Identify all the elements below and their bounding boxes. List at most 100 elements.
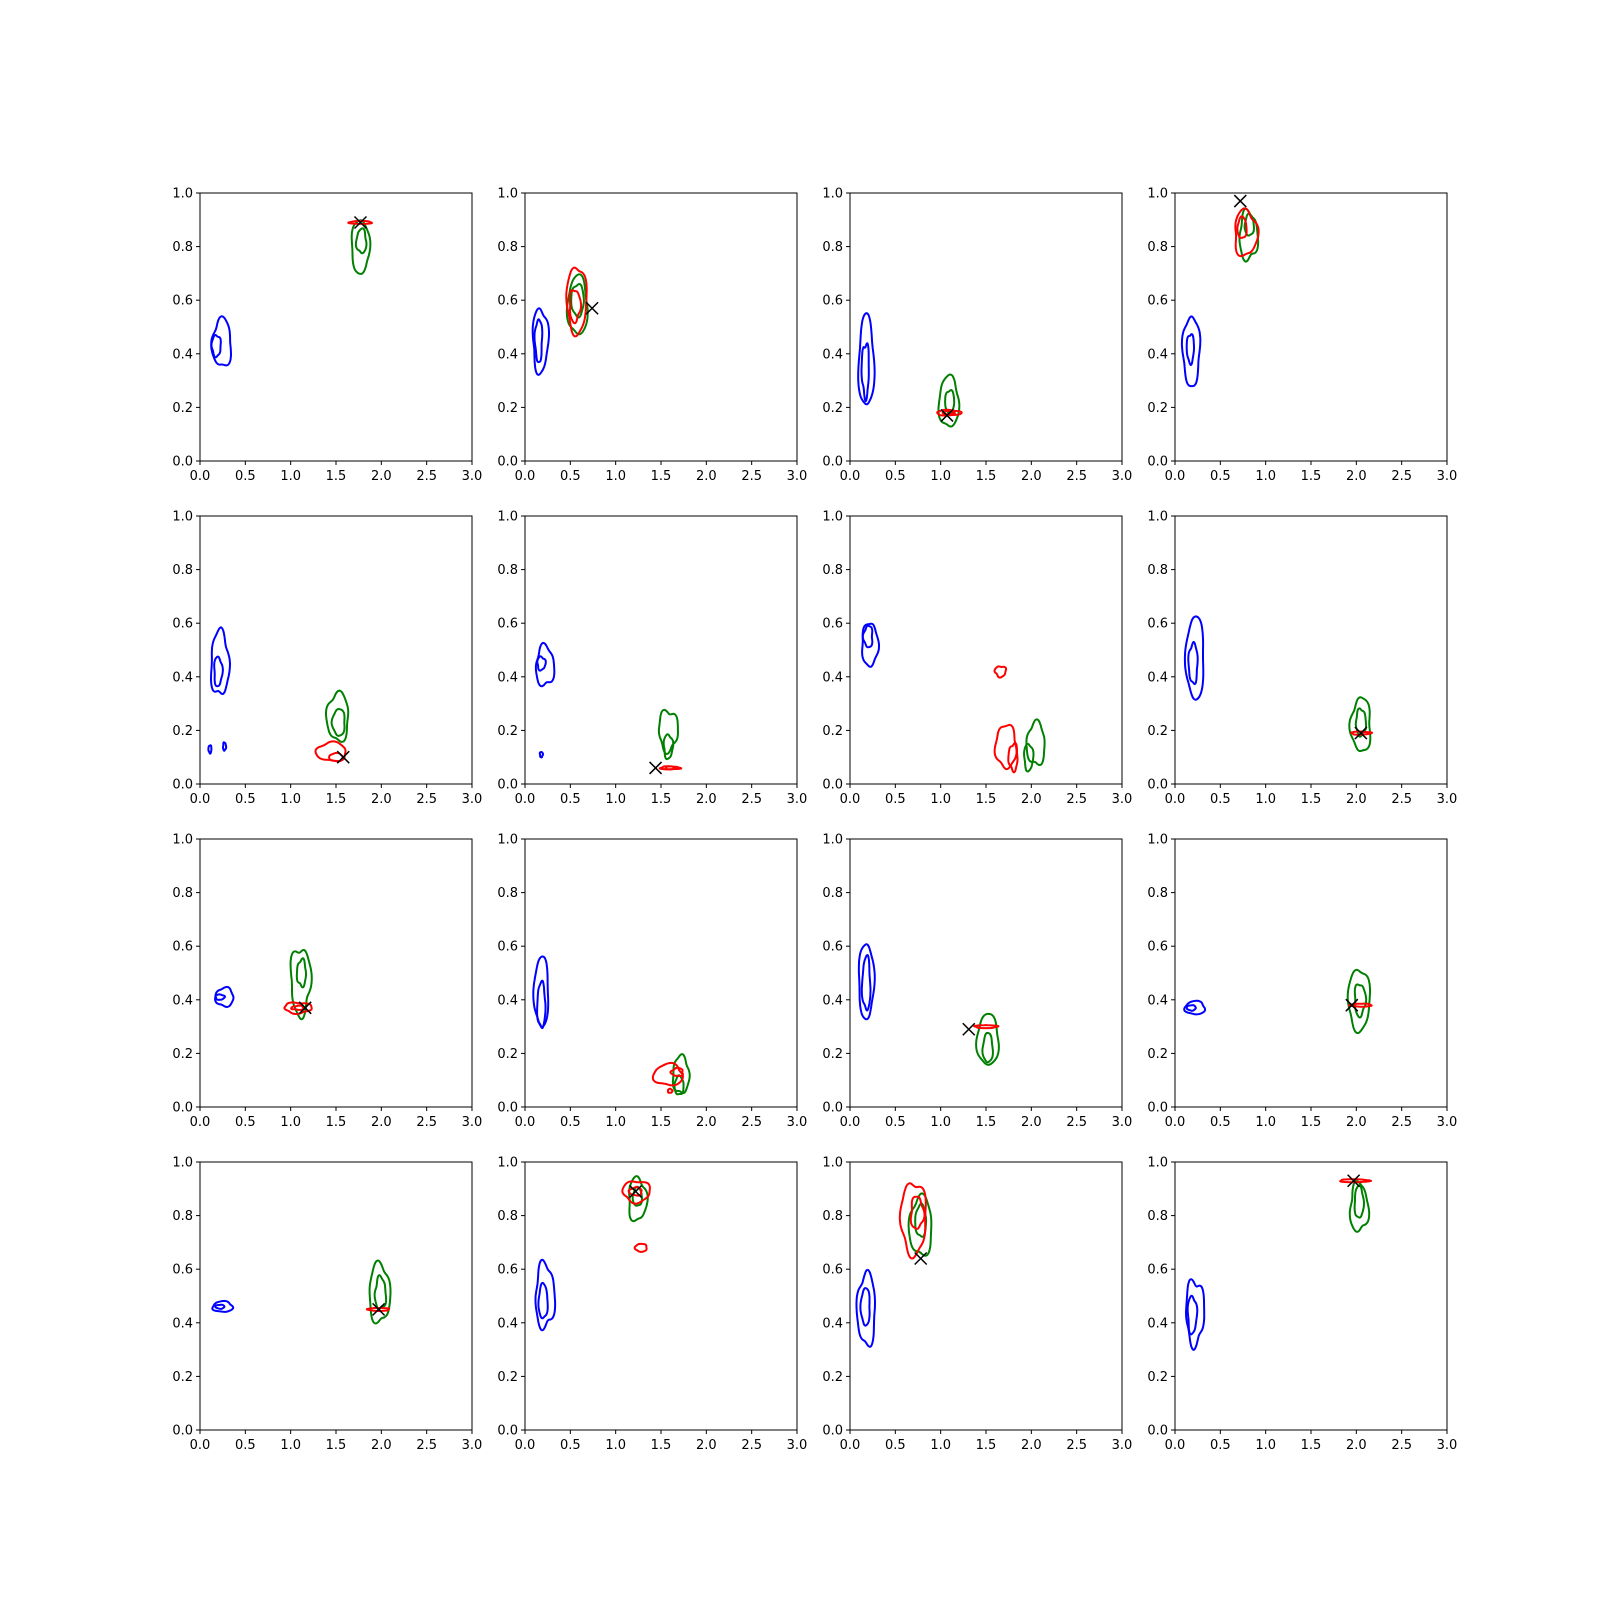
green-contour xyxy=(354,227,368,255)
red-contour xyxy=(283,1001,313,1016)
red-contour xyxy=(347,219,373,225)
green-contour xyxy=(662,733,675,761)
x-tick-label: 1.0 xyxy=(1255,469,1276,484)
panel-5: 0.0 0.5 1.0 1.5 2.0 2.5 3.0 0.0 0.2 0.4 0.6 0.8 1.0 xyxy=(172,510,482,808)
x-tick-label: 2.0 xyxy=(696,469,717,484)
x-marker xyxy=(1233,194,1247,208)
y-tick-label: 1.0 xyxy=(1147,833,1168,848)
blue-contour xyxy=(536,979,547,1030)
x-tick-label: 0.5 xyxy=(1210,1115,1231,1130)
x-tick-label: 0.0 xyxy=(840,1438,861,1453)
x-tick-label: 3.0 xyxy=(1112,1438,1133,1453)
y-tick-label: 0.4 xyxy=(1147,1316,1168,1331)
y-tick-label: 0.2 xyxy=(497,401,518,416)
red-contour xyxy=(565,266,588,338)
plot-area xyxy=(534,1175,651,1332)
green-contour xyxy=(937,373,961,428)
x-tick-label: 0.5 xyxy=(235,469,256,484)
y-tick-label: 0.4 xyxy=(1147,347,1168,362)
blue-contour xyxy=(213,655,224,688)
y-tick-label: 0.8 xyxy=(497,240,518,255)
y-tick-label: 0.8 xyxy=(1147,1209,1168,1224)
green-contour xyxy=(295,957,308,989)
x-tick-label: 1.5 xyxy=(326,469,347,484)
x-tick-label: 2.5 xyxy=(1066,1438,1087,1453)
axes-frame xyxy=(524,192,798,462)
x-tick-label: 2.0 xyxy=(1021,792,1042,807)
green-contour xyxy=(975,1012,1000,1066)
x-tick-label: 1.5 xyxy=(1301,792,1322,807)
red-contour xyxy=(1234,207,1260,258)
x-tick-label: 0.0 xyxy=(190,792,211,807)
x-tick-label: 1.5 xyxy=(651,1115,672,1130)
x-tick-label: 0.5 xyxy=(885,1115,906,1130)
y-tick-label: 0.4 xyxy=(822,670,843,685)
x-tick-label: 2.0 xyxy=(371,469,392,484)
red-contour xyxy=(973,1024,1000,1030)
x-marker xyxy=(629,1184,643,1199)
x-marker xyxy=(1345,998,1359,1012)
y-tick-label: 0.2 xyxy=(822,1370,843,1385)
x-tick-label: 0.5 xyxy=(1210,469,1231,484)
plot-area xyxy=(861,622,1046,774)
panel-3: 0.0 0.5 1.0 1.5 2.0 2.5 3.0 0.0 0.2 0.4 0.6 0.8 1.0 xyxy=(822,187,1132,485)
y-tick-label: 1.0 xyxy=(822,510,843,525)
axes-frame xyxy=(849,838,1123,1108)
x-tick-label: 1.5 xyxy=(326,792,347,807)
x-tick-label: 3.0 xyxy=(787,792,808,807)
x-tick-label: 0.0 xyxy=(515,792,536,807)
blue-contour xyxy=(861,622,880,668)
panel-12: 0.0 0.5 1.0 1.5 2.0 2.5 3.0 0.0 0.2 0.4 0.6 0.8 1.0 xyxy=(1147,833,1457,1131)
x-tick-label: 3.0 xyxy=(1437,1115,1458,1130)
x-tick-label: 1.0 xyxy=(605,792,626,807)
blue-contour xyxy=(214,993,226,1001)
x-tick-label: 2.5 xyxy=(1391,1438,1412,1453)
blue-contour xyxy=(861,624,874,649)
x-tick-label: 1.5 xyxy=(976,1115,997,1130)
x-marker xyxy=(940,408,954,422)
x-tick-label: 2.0 xyxy=(1021,469,1042,484)
x-tick-label: 0.0 xyxy=(190,1438,211,1453)
plot-area xyxy=(1180,194,1260,388)
blue-contour xyxy=(534,641,556,688)
green-contour xyxy=(1023,742,1035,773)
y-tick-label: 1.0 xyxy=(172,510,193,525)
y-tick-label: 0.0 xyxy=(172,455,193,470)
x-tick-label: 2.5 xyxy=(1391,469,1412,484)
x-tick-label: 0.0 xyxy=(840,469,861,484)
x-tick-label: 3.0 xyxy=(1112,469,1133,484)
green-contour xyxy=(1348,1180,1371,1233)
x-tick-label: 0.0 xyxy=(1165,792,1186,807)
y-tick-label: 0.4 xyxy=(497,1316,518,1331)
y-tick-label: 0.6 xyxy=(822,617,843,632)
panel-11: 0.0 0.5 1.0 1.5 2.0 2.5 3.0 0.0 0.2 0.4 0.6 0.8 1.0 xyxy=(822,833,1132,1131)
x-tick-label: 2.0 xyxy=(696,1115,717,1130)
y-tick-label: 0.6 xyxy=(1147,617,1168,632)
x-marker xyxy=(585,301,599,315)
blue-contour xyxy=(534,1258,557,1332)
y-tick-label: 0.8 xyxy=(1147,240,1168,255)
y-tick-label: 0.8 xyxy=(497,886,518,901)
x-tick-label: 0.0 xyxy=(1165,1438,1186,1453)
x-tick-label: 3.0 xyxy=(1437,792,1458,807)
y-tick-label: 0.0 xyxy=(1147,778,1168,793)
y-tick-label: 0.2 xyxy=(822,1047,843,1062)
green-contour xyxy=(1025,718,1046,767)
blue-contour xyxy=(1185,333,1196,367)
red-contour xyxy=(664,765,676,771)
blue-contour xyxy=(531,307,550,376)
y-tick-label: 1.0 xyxy=(497,510,518,525)
x-marker xyxy=(353,215,368,230)
red-contour xyxy=(1339,1178,1372,1184)
x-tick-label: 0.5 xyxy=(235,1438,256,1453)
blue-contour xyxy=(860,342,870,403)
blue-contour xyxy=(857,312,876,406)
x-tick-label: 1.5 xyxy=(651,469,672,484)
x-tick-label: 0.5 xyxy=(560,1115,581,1130)
x-tick-label: 0.0 xyxy=(190,469,211,484)
red-contour xyxy=(651,1061,684,1087)
x-tick-label: 2.5 xyxy=(741,469,762,484)
x-tick-label: 2.0 xyxy=(371,1438,392,1453)
y-tick-label: 1.0 xyxy=(1147,187,1168,202)
x-tick-label: 1.5 xyxy=(1301,469,1322,484)
